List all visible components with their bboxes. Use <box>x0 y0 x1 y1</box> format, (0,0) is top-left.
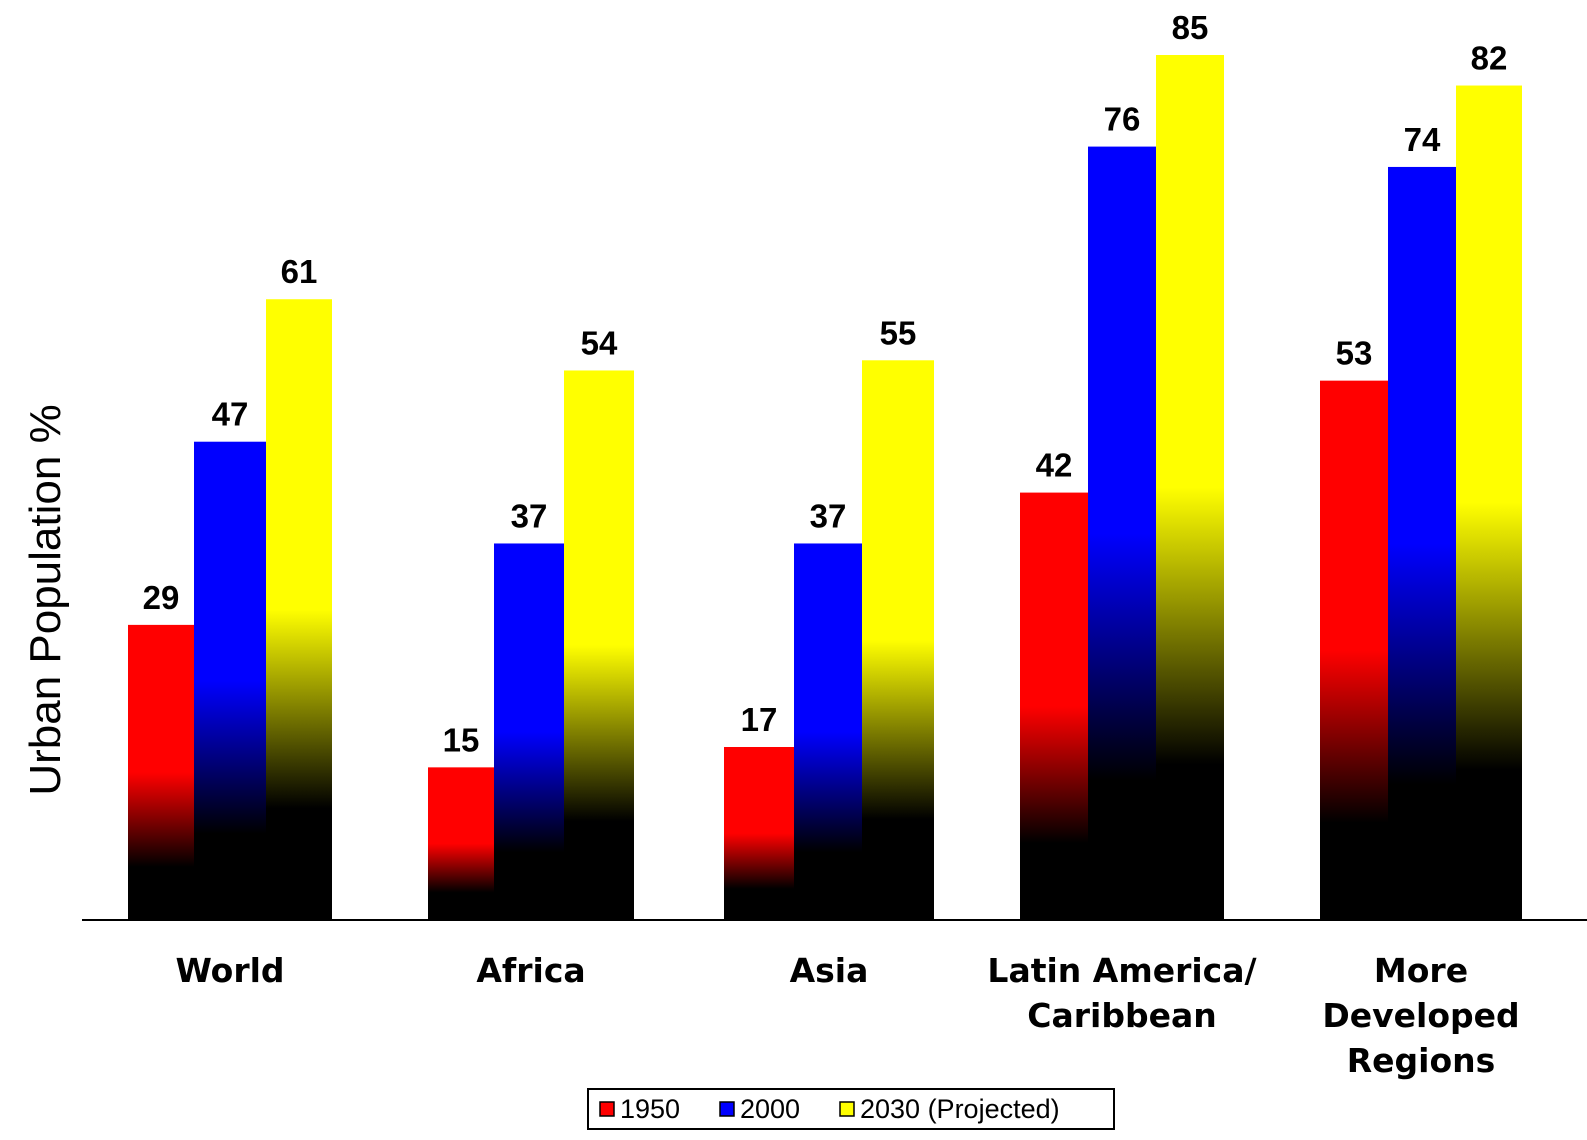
y-axis-label: Urban Population % <box>21 404 70 795</box>
data-label-2-2: 55 <box>880 314 917 351</box>
bar-2-0 <box>724 747 794 920</box>
legend: 1950 2000 2030 (Projected) <box>587 1088 1115 1130</box>
data-label-1-0: 15 <box>443 721 480 758</box>
legend-label-2: 2030 (Projected) <box>860 1094 1060 1124</box>
category-label-3: Latin America/Caribbean <box>987 951 1257 1035</box>
bar-0-2 <box>266 299 332 920</box>
bar-2-1 <box>794 543 862 920</box>
bar-4-2 <box>1456 85 1522 920</box>
data-label-1-2: 54 <box>581 324 618 361</box>
bar-1-2 <box>564 370 634 920</box>
bar-2-2 <box>862 360 934 920</box>
category-label-4: More Developed Regions <box>1322 951 1519 1080</box>
data-label-3-1: 76 <box>1104 101 1141 138</box>
data-label-4-0: 53 <box>1336 335 1373 372</box>
bar-4-0 <box>1320 380 1388 920</box>
data-label-2-0: 17 <box>741 701 778 738</box>
data-label-3-0: 42 <box>1036 447 1073 484</box>
category-labels: World Africa Asia Latin America/Caribbean Mo… <box>175 951 1519 1080</box>
data-label-2-1: 37 <box>810 497 847 534</box>
bar-1-1 <box>494 543 564 920</box>
bar-0-1 <box>194 441 266 920</box>
bar-0-0 <box>128 624 194 920</box>
data-label-3-2: 85 <box>1172 9 1209 46</box>
bar-1-0 <box>428 767 494 920</box>
data-label-4-2: 82 <box>1471 40 1508 77</box>
bar-3-1 <box>1088 146 1156 920</box>
data-label-0-2: 61 <box>281 253 318 290</box>
category-label-2: Asia <box>790 951 869 990</box>
data-label-0-0: 29 <box>143 579 180 616</box>
legend-swatch-2 <box>839 1101 855 1117</box>
category-label-1: Africa <box>476 951 585 990</box>
data-label-4-1: 74 <box>1404 121 1441 158</box>
data-label-1-1: 37 <box>511 497 548 534</box>
data-label-0-1: 47 <box>212 396 249 433</box>
legend-label-0: 1950 <box>620 1094 680 1124</box>
data-labels: 29 47 61 15 37 54 17 37 55 42 76 85 53 74 82 <box>143 9 1508 758</box>
category-label-0: World <box>175 951 284 990</box>
bars <box>128 55 1522 921</box>
legend-swatch-0 <box>599 1101 615 1117</box>
legend-swatch-1 <box>719 1101 735 1117</box>
bar-3-0 <box>1020 492 1088 920</box>
bar-4-1 <box>1388 166 1456 921</box>
bar-3-2 <box>1156 55 1224 920</box>
legend-label-1: 2000 <box>740 1094 800 1124</box>
